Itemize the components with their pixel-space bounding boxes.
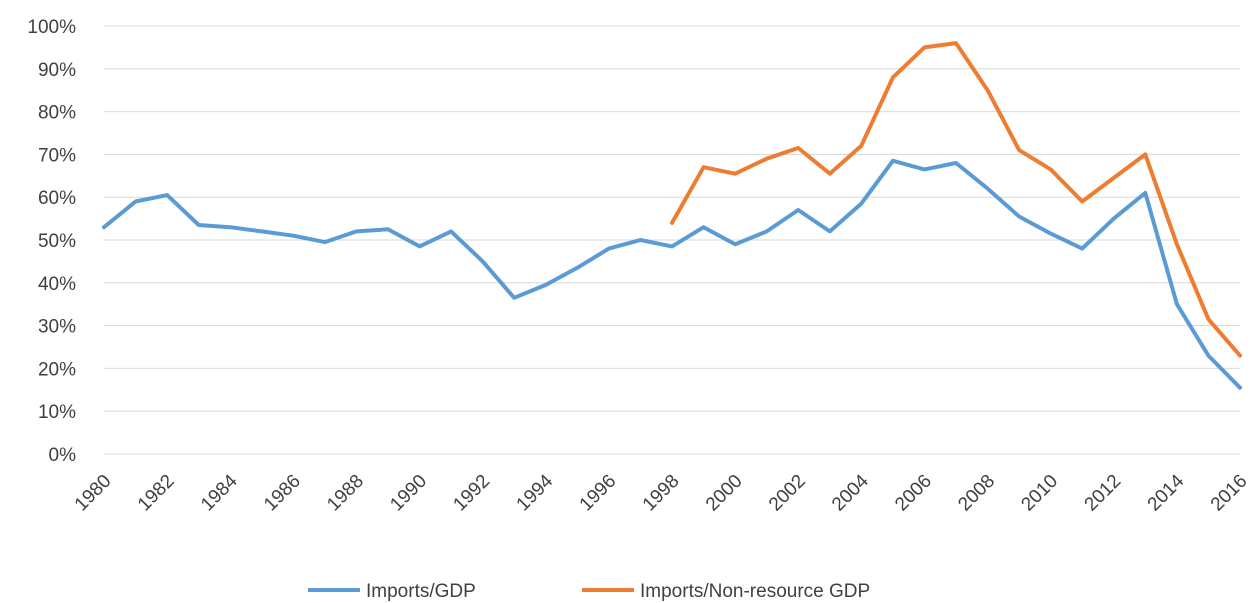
legend-label-1: Imports/GDP <box>366 581 476 602</box>
y-tick-label: 80% <box>38 103 76 124</box>
x-tick-label: 2002 <box>765 471 810 516</box>
x-tick-label: 1990 <box>386 471 431 516</box>
x-tick-label: 1994 <box>513 470 558 515</box>
x-tick-label: 2014 <box>1144 470 1189 515</box>
y-tick-label: 60% <box>38 188 76 209</box>
y-tick-label: 20% <box>38 359 76 380</box>
x-tick-label: 1992 <box>449 471 494 516</box>
x-tick-label: 1986 <box>260 471 305 516</box>
y-tick-label: 10% <box>38 402 76 423</box>
x-tick-label: 2010 <box>1017 471 1062 516</box>
legend: Imports/GDP Imports/Non-resource GDP <box>308 581 870 602</box>
y-tick-label: 70% <box>38 145 76 166</box>
x-tick-label: 1998 <box>639 471 684 516</box>
y-tick-label: 50% <box>38 231 76 252</box>
x-tick-label: 2000 <box>702 471 747 516</box>
gridlines <box>104 25 1240 455</box>
x-tick-label: 1996 <box>576 471 621 516</box>
x-axis-ticks: 1980 1982 1984 1986 1988 1990 1992 1994 1996 1998… <box>71 470 1252 515</box>
series-line-1 <box>102 158 1242 390</box>
series-line-2 <box>670 41 1242 358</box>
x-tick-label: 2016 <box>1207 471 1252 516</box>
x-tick-label: 2004 <box>828 470 873 515</box>
x-tick-label: 2012 <box>1081 471 1126 516</box>
y-tick-label: 90% <box>38 60 76 81</box>
x-tick-label: 1982 <box>134 471 179 516</box>
y-tick-label: 40% <box>38 274 76 295</box>
x-tick-label: 1980 <box>71 471 116 516</box>
series-lines <box>102 41 1242 390</box>
x-tick-label: 1988 <box>323 471 368 516</box>
y-tick-label: 0% <box>49 445 77 466</box>
x-tick-label: 2008 <box>954 471 999 516</box>
y-axis-ticks: 0% 10% 20% 30% 40% 50% 60% 70% 80% 90% 100% <box>27 17 76 466</box>
y-tick-label: 30% <box>38 317 76 338</box>
x-tick-label: 1984 <box>197 470 242 515</box>
legend-label-2: Imports/Non-resource GDP <box>640 581 870 602</box>
y-tick-label: 100% <box>27 17 76 38</box>
x-tick-label: 2006 <box>891 471 936 516</box>
